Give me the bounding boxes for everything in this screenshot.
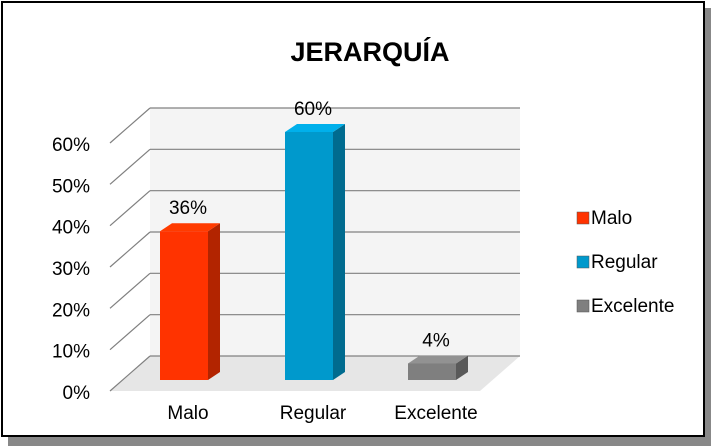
legend-label: Regular [591,252,658,273]
bar [285,132,333,380]
value-label: 60% [294,99,332,120]
y-tick-label: 10% [52,342,90,363]
x-tick-label: Regular [280,403,347,424]
legend-swatch [576,299,590,313]
bar [408,363,456,380]
x-tick-label: Malo [167,403,208,424]
y-tick-label: 30% [52,259,90,280]
legend-swatch [576,255,590,269]
y-tick-label: 0% [63,383,91,404]
bar-side [456,355,468,380]
chart-title: JERARQUÍA [290,36,449,67]
legend-swatch [576,211,590,225]
bar-side [208,223,220,380]
value-label: 4% [422,330,450,351]
y-tick-label: 20% [52,300,90,321]
legend-label: Malo [591,208,632,229]
grid-line-side [109,231,151,268]
bar-side [333,124,345,380]
bar-top [285,124,345,132]
grid-line-side [109,107,151,144]
x-tick-label: Excelente [394,403,477,424]
legend-label: Excelente [591,296,674,317]
grid-line-side [109,272,151,309]
grid-line-side [109,190,151,227]
bar-top [160,223,220,232]
bar [160,231,208,380]
y-tick-label: 60% [52,135,90,156]
y-tick-label: 50% [52,176,90,197]
y-tick-label: 40% [52,218,90,239]
grid-line-side [109,314,151,351]
bar-top [408,355,468,364]
grid-line-side [109,355,151,392]
value-label: 36% [169,198,207,219]
grid-line-side [109,148,151,185]
